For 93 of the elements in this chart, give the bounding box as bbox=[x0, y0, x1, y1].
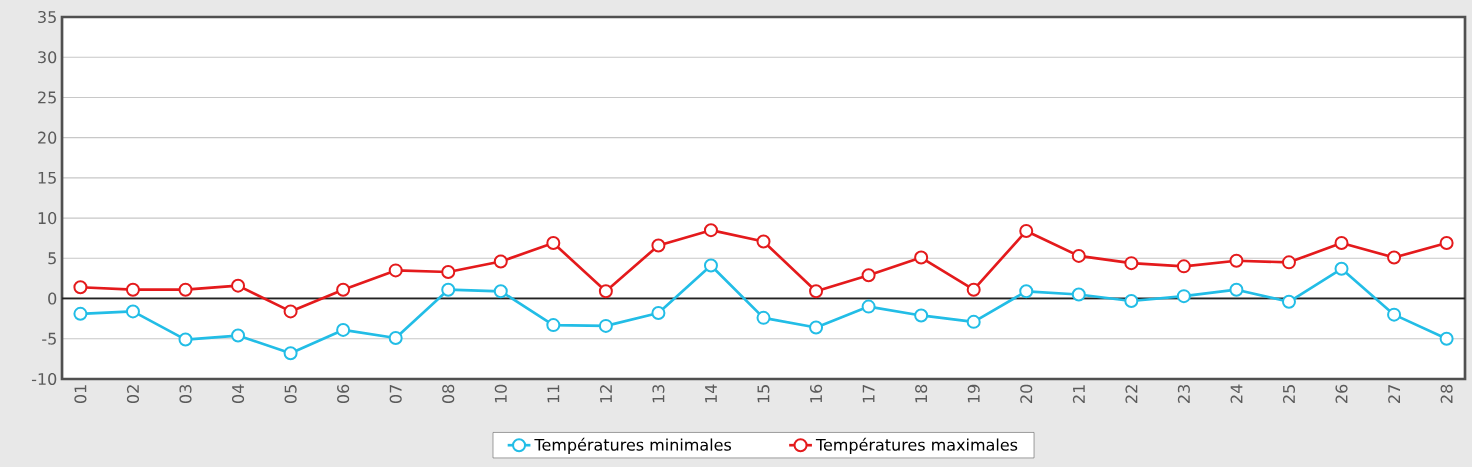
point bbox=[493, 284, 508, 299]
y-tick-label: -10 bbox=[31, 372, 57, 386]
point bbox=[1281, 255, 1296, 270]
y-tick-label: 10 bbox=[38, 212, 57, 225]
point bbox=[809, 320, 824, 335]
x-tick-label: 18 bbox=[915, 384, 928, 403]
point bbox=[966, 314, 981, 329]
point bbox=[914, 250, 929, 265]
x-tick-label: 23 bbox=[1177, 384, 1190, 403]
x-tick-label: 11 bbox=[547, 385, 560, 403]
point bbox=[1229, 253, 1244, 268]
point bbox=[861, 299, 876, 314]
x-tick-label: 14 bbox=[705, 384, 717, 403]
x-tick-label: 26 bbox=[1335, 384, 1348, 403]
point bbox=[1019, 284, 1034, 299]
x-tick-label: 04 bbox=[231, 384, 245, 404]
point bbox=[178, 282, 193, 297]
y-tick-label: 35 bbox=[38, 10, 56, 24]
point bbox=[1124, 293, 1139, 308]
point bbox=[1071, 287, 1086, 302]
point bbox=[1124, 256, 1139, 271]
x-tick-label: 19 bbox=[967, 384, 980, 403]
y-tick-label: 15 bbox=[38, 171, 56, 184]
point bbox=[1281, 294, 1296, 309]
x-tick-label: 13 bbox=[652, 384, 665, 403]
point bbox=[73, 280, 88, 295]
x-tick-label: 02 bbox=[126, 385, 140, 404]
point bbox=[1176, 259, 1191, 274]
point bbox=[388, 330, 403, 345]
point bbox=[546, 236, 561, 251]
point bbox=[125, 282, 140, 297]
legend-label: Températures minimales bbox=[534, 437, 732, 454]
point bbox=[1071, 248, 1086, 263]
point bbox=[546, 318, 561, 333]
point bbox=[703, 258, 718, 273]
x-tick-label: 15 bbox=[757, 385, 770, 403]
y-tick-label: 20 bbox=[38, 131, 57, 144]
x-tick-label: 21 bbox=[1072, 385, 1085, 403]
legend-label: Températures maximales bbox=[815, 437, 1018, 454]
x-tick-label: 20 bbox=[1020, 384, 1033, 403]
point bbox=[1439, 236, 1454, 251]
y-tick-label: -5 bbox=[42, 332, 56, 345]
point bbox=[756, 234, 771, 249]
point bbox=[441, 282, 456, 297]
point bbox=[1229, 282, 1244, 297]
point bbox=[1334, 236, 1349, 251]
y-tick-label: 0 bbox=[48, 292, 57, 305]
point bbox=[73, 306, 88, 321]
x-tick-label: 07 bbox=[389, 385, 402, 404]
point bbox=[283, 346, 298, 361]
x-tick-label: 17 bbox=[862, 385, 875, 403]
point bbox=[231, 328, 246, 343]
point bbox=[283, 304, 298, 319]
x-tick-label: 24 bbox=[1230, 384, 1243, 403]
x-tick-label: 16 bbox=[810, 384, 823, 403]
x-tick-label: 25 bbox=[1282, 385, 1296, 403]
x-tick-label: 27 bbox=[1388, 385, 1401, 403]
point bbox=[1334, 261, 1349, 276]
point bbox=[756, 310, 771, 325]
point bbox=[1387, 250, 1402, 265]
x-tick-label: 12 bbox=[599, 385, 612, 403]
point bbox=[651, 306, 666, 321]
x-tick-label: 08 bbox=[442, 384, 455, 404]
point bbox=[703, 223, 718, 238]
point bbox=[336, 282, 351, 297]
point bbox=[125, 304, 140, 319]
x-tick-label: 22 bbox=[1125, 385, 1138, 403]
point bbox=[651, 238, 666, 253]
point bbox=[388, 263, 403, 278]
point bbox=[966, 282, 981, 297]
x-tick-label: 28 bbox=[1440, 384, 1453, 403]
point bbox=[598, 284, 613, 299]
point bbox=[861, 268, 876, 283]
point bbox=[914, 308, 929, 323]
x-tick-label: 05 bbox=[284, 385, 297, 404]
y-tick-label: 5 bbox=[48, 252, 56, 265]
point bbox=[1019, 223, 1034, 238]
point bbox=[336, 322, 351, 337]
point bbox=[493, 254, 508, 269]
point bbox=[441, 265, 456, 279]
point bbox=[1176, 289, 1191, 304]
point bbox=[1387, 307, 1402, 322]
point bbox=[178, 332, 193, 347]
point bbox=[809, 284, 824, 299]
y-tick-label: 25 bbox=[38, 91, 56, 104]
x-tick-label: 06 bbox=[337, 384, 350, 404]
point bbox=[598, 318, 613, 333]
point bbox=[1439, 331, 1454, 346]
y-tick-label: 30 bbox=[38, 51, 57, 64]
x-tick-label: 10 bbox=[494, 384, 507, 403]
x-tick-label: 03 bbox=[179, 384, 192, 404]
point bbox=[231, 278, 246, 293]
x-tick-label: 01 bbox=[74, 385, 87, 404]
